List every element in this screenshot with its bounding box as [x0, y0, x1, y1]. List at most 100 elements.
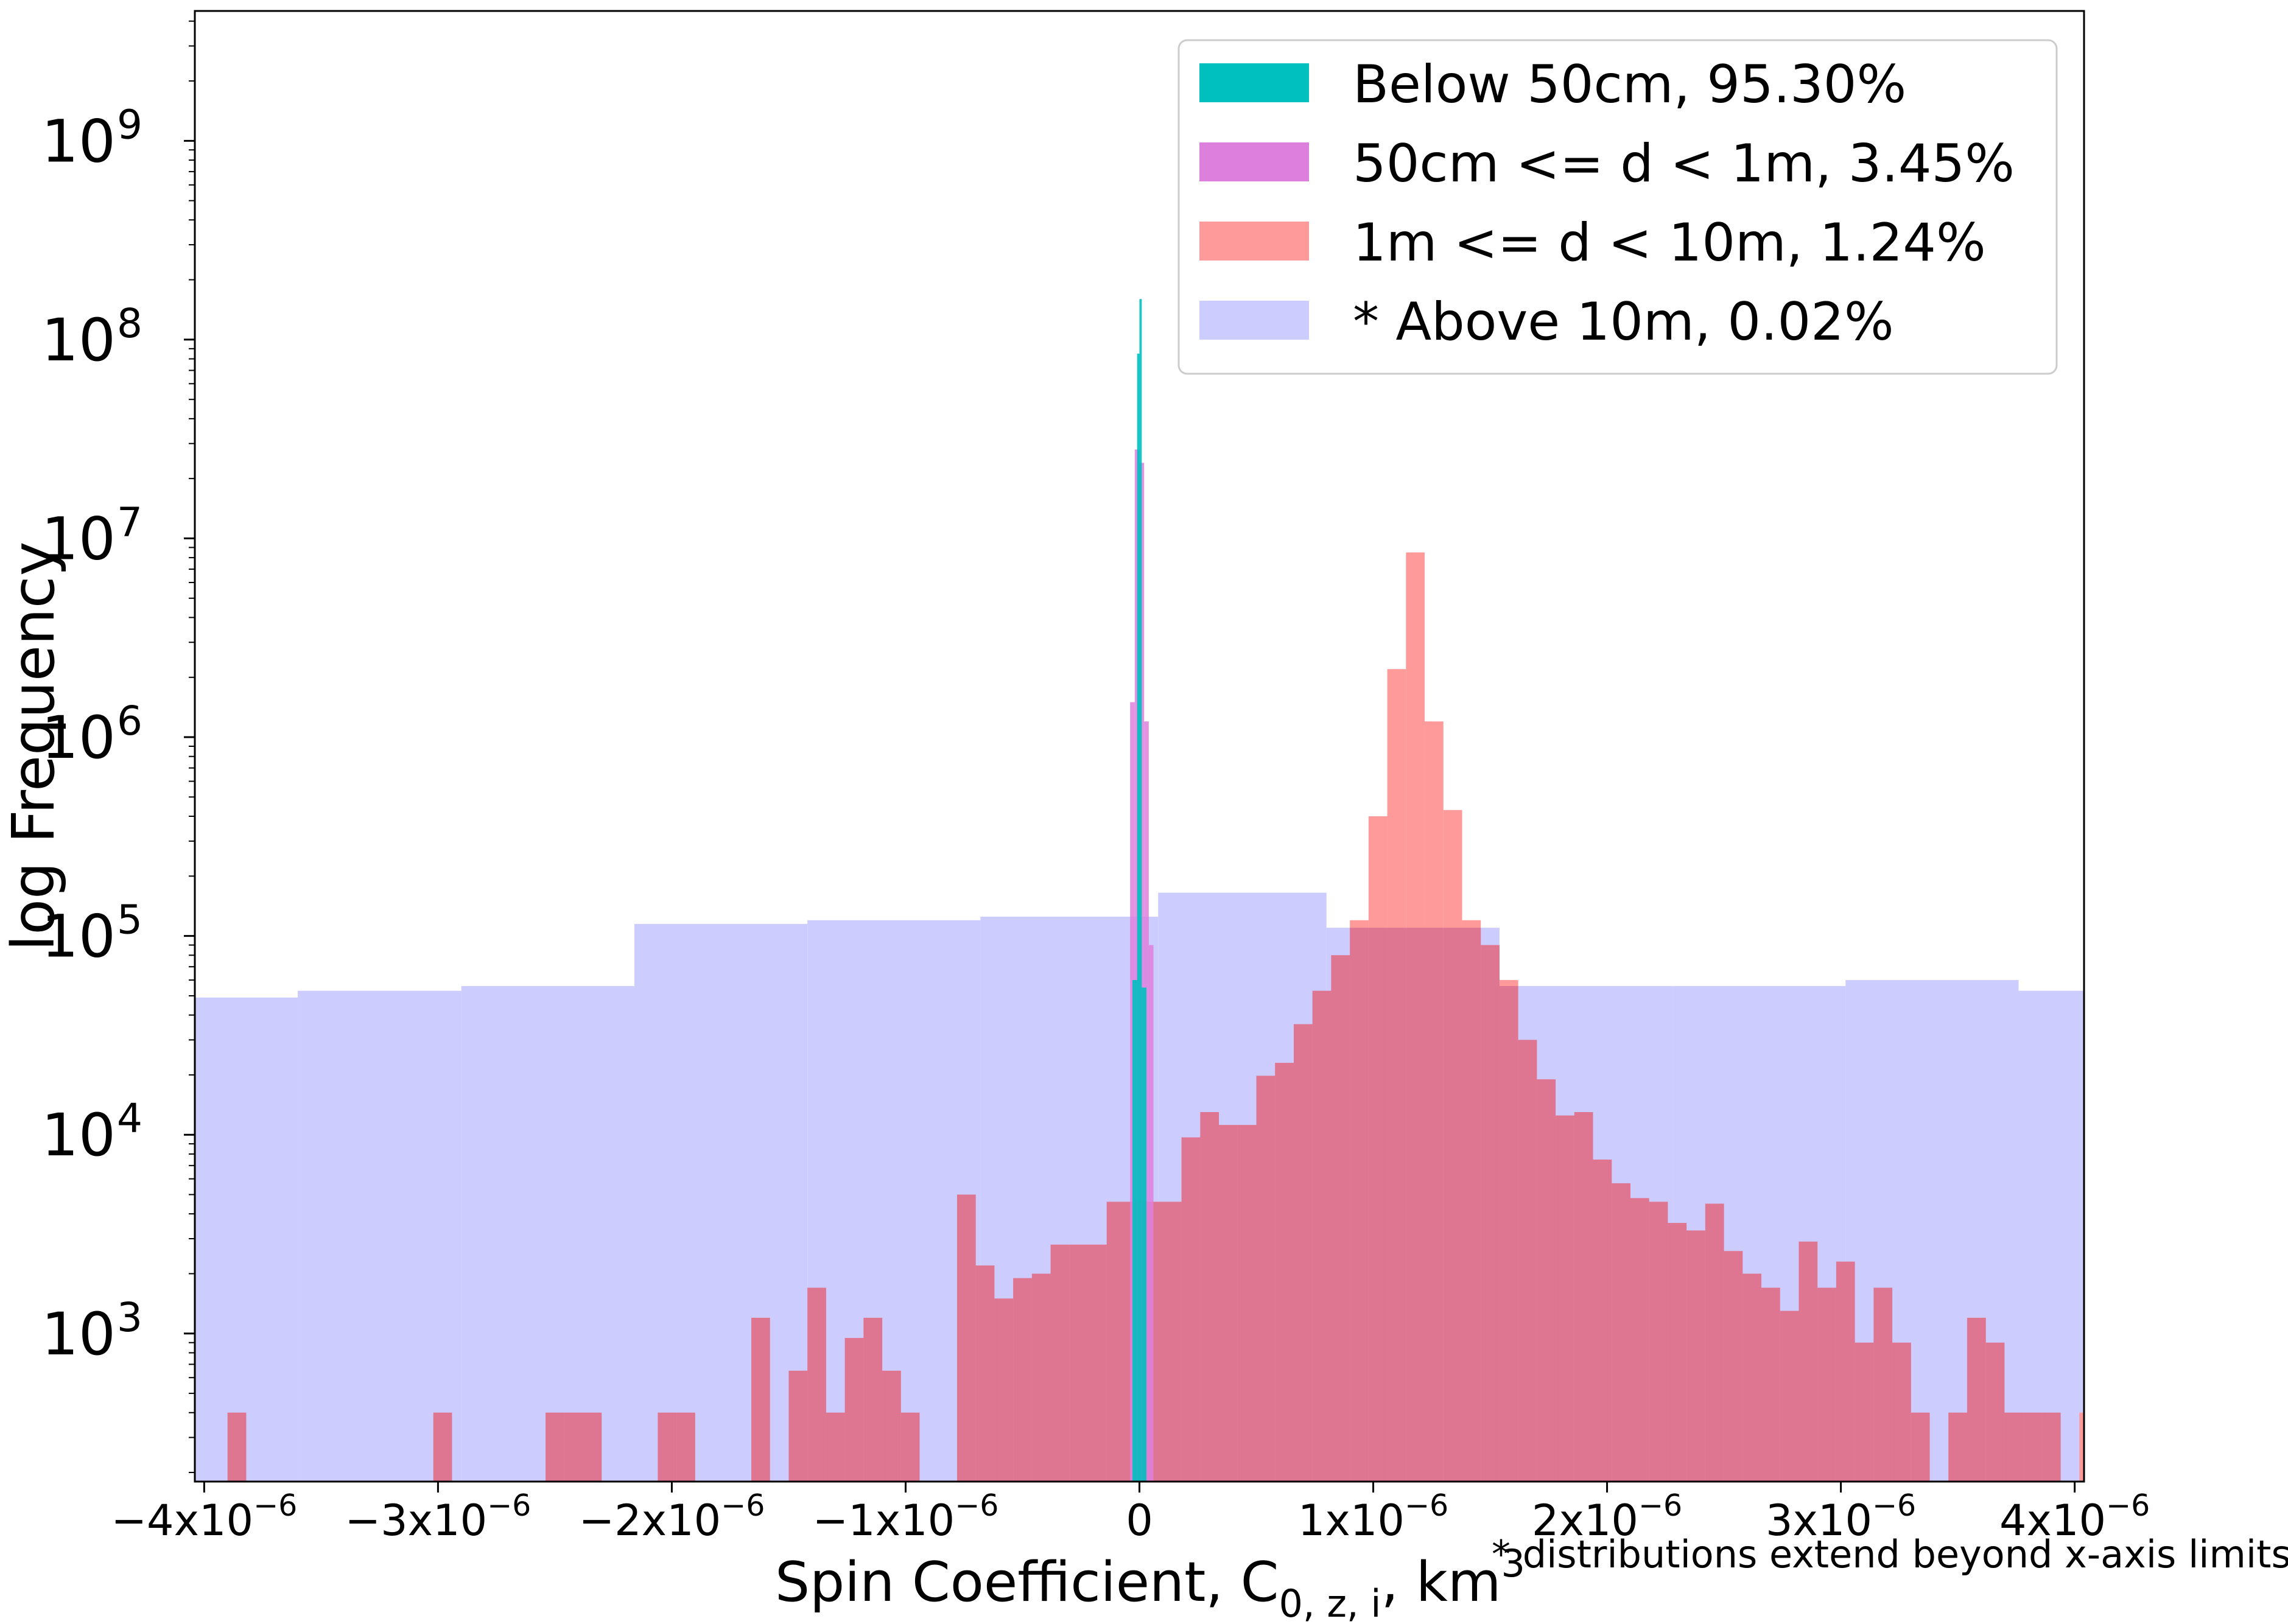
- bar-above-10m: [2018, 990, 2084, 1482]
- bar-1m-10m-overlap: [1855, 1342, 1874, 1482]
- legend-frame: [1177, 39, 2058, 375]
- bar-1m-10m-overlap: [882, 1370, 901, 1482]
- bar-1m-10m-overlap: [583, 1412, 602, 1482]
- bar-1m-10m-overlap: [826, 1412, 845, 1482]
- bar-1m-10m: [2079, 1412, 2084, 1482]
- y-tick-exponent: 9: [117, 101, 142, 148]
- x-axis-label-main: Spin Coefficient, C: [775, 1550, 1279, 1614]
- footnote: * distributions extend beyond x-axis lim…: [1492, 1532, 2288, 1577]
- y-tick-label: 10: [41, 107, 116, 175]
- bar-1m-10m-overlap: [1462, 928, 1481, 1482]
- bar-1m-10m-overlap: [1780, 1311, 1799, 1482]
- legend-label: * Above 10m, 0.02%: [1353, 292, 1894, 352]
- bar-1m-10m-overlap: [1630, 1198, 1649, 1482]
- bar-1m-10m-overlap: [1443, 928, 1462, 1482]
- x-axis-label-subscript: 0, z, i: [1279, 1581, 1381, 1624]
- y-tick-exponent: 7: [117, 499, 142, 545]
- legend-label: 1m <= d < 10m, 1.24%: [1353, 212, 1986, 273]
- bar-1m-10m-overlap: [807, 1287, 826, 1482]
- bar-1m-10m-overlap: [1911, 1412, 1930, 1482]
- x-tick-label: −2x10−6: [578, 1488, 765, 1545]
- bar-1m-10m-overlap: [1181, 1137, 1201, 1482]
- bar-1m-10m-overlap: [751, 1317, 770, 1482]
- bar-1m-10m-overlap: [1031, 1273, 1051, 1482]
- x-tick-label: −1x10−6: [813, 1488, 999, 1545]
- bar-1m-10m-overlap: [1948, 1412, 1967, 1482]
- y-tick-exponent: 6: [117, 698, 142, 744]
- bar-below-50cm: [1137, 353, 1140, 1482]
- bar-above-10m: [461, 985, 634, 1482]
- bar-1m-10m-overlap: [994, 1298, 1014, 1482]
- bar-1m-10m-overlap: [1798, 1241, 1818, 1482]
- x-axis-label: Spin Coefficient, C0, z, i, km3: [775, 1541, 1525, 1624]
- bar-1m-10m-overlap: [1069, 1244, 1089, 1482]
- y-tick-label: 10: [41, 505, 116, 573]
- bar-1m-10m-overlap: [1312, 990, 1332, 1482]
- bar-1m-10m-overlap: [1817, 1287, 1836, 1482]
- bar-below-50cm: [1139, 299, 1142, 1482]
- bar-1m-10m-overlap: [1873, 1287, 1893, 1482]
- x-axis-label-tail: , km: [1381, 1550, 1501, 1614]
- bar-1m-10m-overlap: [1200, 1112, 1219, 1482]
- y-tick-label: 10: [41, 1101, 116, 1169]
- bar-1m-10m-overlap: [1256, 1076, 1276, 1482]
- histogram-bars: [195, 299, 2084, 1482]
- y-tick-exponent: 4: [117, 1095, 142, 1142]
- bar-1m-10m-overlap: [1237, 1125, 1257, 1482]
- bar-1m-10m-overlap: [676, 1412, 695, 1482]
- x-tick-label: −4x10−6: [111, 1488, 297, 1545]
- x-tick-label: 2x10−6: [1532, 1488, 1682, 1545]
- bar-1m-10m-overlap: [1967, 1317, 1986, 1482]
- bar-1m-10m-overlap: [1050, 1244, 1070, 1482]
- bar-1m-10m-overlap: [1518, 1040, 1537, 1482]
- bar-1m-10m-overlap: [1331, 955, 1350, 1482]
- bar-1m-10m-overlap: [564, 1412, 583, 1482]
- y-tick-label: 10: [41, 704, 116, 772]
- bar-50cm-1m: [1148, 945, 1154, 1482]
- bar-1m-10m-overlap: [788, 1370, 808, 1482]
- bar-below-50cm: [1142, 987, 1147, 1482]
- legend-swatch: [1199, 142, 1309, 181]
- bar-1m-10m-overlap: [546, 1412, 564, 1482]
- bar-1m-10m-overlap: [1556, 1115, 1574, 1482]
- bar-1m-10m-overlap: [1612, 1183, 1630, 1482]
- bar-below-50cm: [1132, 980, 1137, 1482]
- bar-above-10m: [634, 923, 808, 1482]
- bar-1m-10m-overlap: [1686, 1230, 1705, 1482]
- bar-1m-10m-overlap: [2041, 1412, 2061, 1482]
- x-tick-label: 1x10−6: [1298, 1488, 1448, 1545]
- y-tick-exponent: 5: [117, 897, 142, 943]
- bar-1m-10m-overlap: [1985, 1342, 2005, 1482]
- bar-1m-10m-overlap: [1836, 1261, 1855, 1482]
- bar-1m-10m-overlap: [1761, 1287, 1780, 1482]
- bar-1m-10m-overlap: [863, 1317, 883, 1482]
- bar-1m-10m-overlap: [1088, 1244, 1107, 1482]
- bar-1m-10m-overlap: [1368, 928, 1388, 1482]
- bar-1m-10m-overlap: [1481, 945, 1500, 1482]
- bar-1m-10m-overlap: [1387, 928, 1406, 1482]
- bar-1m-10m-overlap: [956, 1194, 976, 1482]
- bar-1m-10m-overlap: [1013, 1278, 1032, 1482]
- legend-swatch: [1199, 301, 1309, 340]
- legend-swatch: [1199, 222, 1309, 261]
- bar-1m-10m-overlap: [1742, 1273, 1762, 1482]
- legend-label: Below 50cm, 95.30%: [1353, 54, 1906, 115]
- legend-label: 50cm <= d < 1m, 3.45%: [1353, 133, 2015, 194]
- bar-1m-10m-overlap: [900, 1412, 920, 1482]
- bar-1m-10m-overlap: [1705, 1203, 1724, 1482]
- bar-1m-10m-overlap: [433, 1412, 452, 1482]
- legend: Below 50cm, 95.30% 50cm <= d < 1m, 3.45% 1…: [1177, 39, 2058, 375]
- x-tick-label: 3x10−6: [1766, 1488, 1916, 1545]
- x-tick-label: 4x10−6: [1999, 1488, 2150, 1545]
- y-tick-exponent: 8: [117, 300, 142, 347]
- y-tick-exponent: 3: [117, 1294, 142, 1341]
- bar-1m-10m-overlap: [1892, 1342, 1911, 1482]
- axis-ticks: −4x10−6 −3x10−6 −2x10−6 −1x10−6 0 1x10−6 2x10−…: [41, 20, 2150, 1545]
- bar-1m-10m-overlap: [1219, 1125, 1238, 1482]
- bar-1m-10m-overlap: [1724, 1251, 1743, 1482]
- bar-1m-10m-overlap: [975, 1265, 995, 1482]
- y-axis-label: log Frequency: [0, 542, 68, 951]
- bar-1m-10m-overlap: [1350, 928, 1369, 1482]
- bar-1m-10m-overlap: [1593, 1160, 1612, 1482]
